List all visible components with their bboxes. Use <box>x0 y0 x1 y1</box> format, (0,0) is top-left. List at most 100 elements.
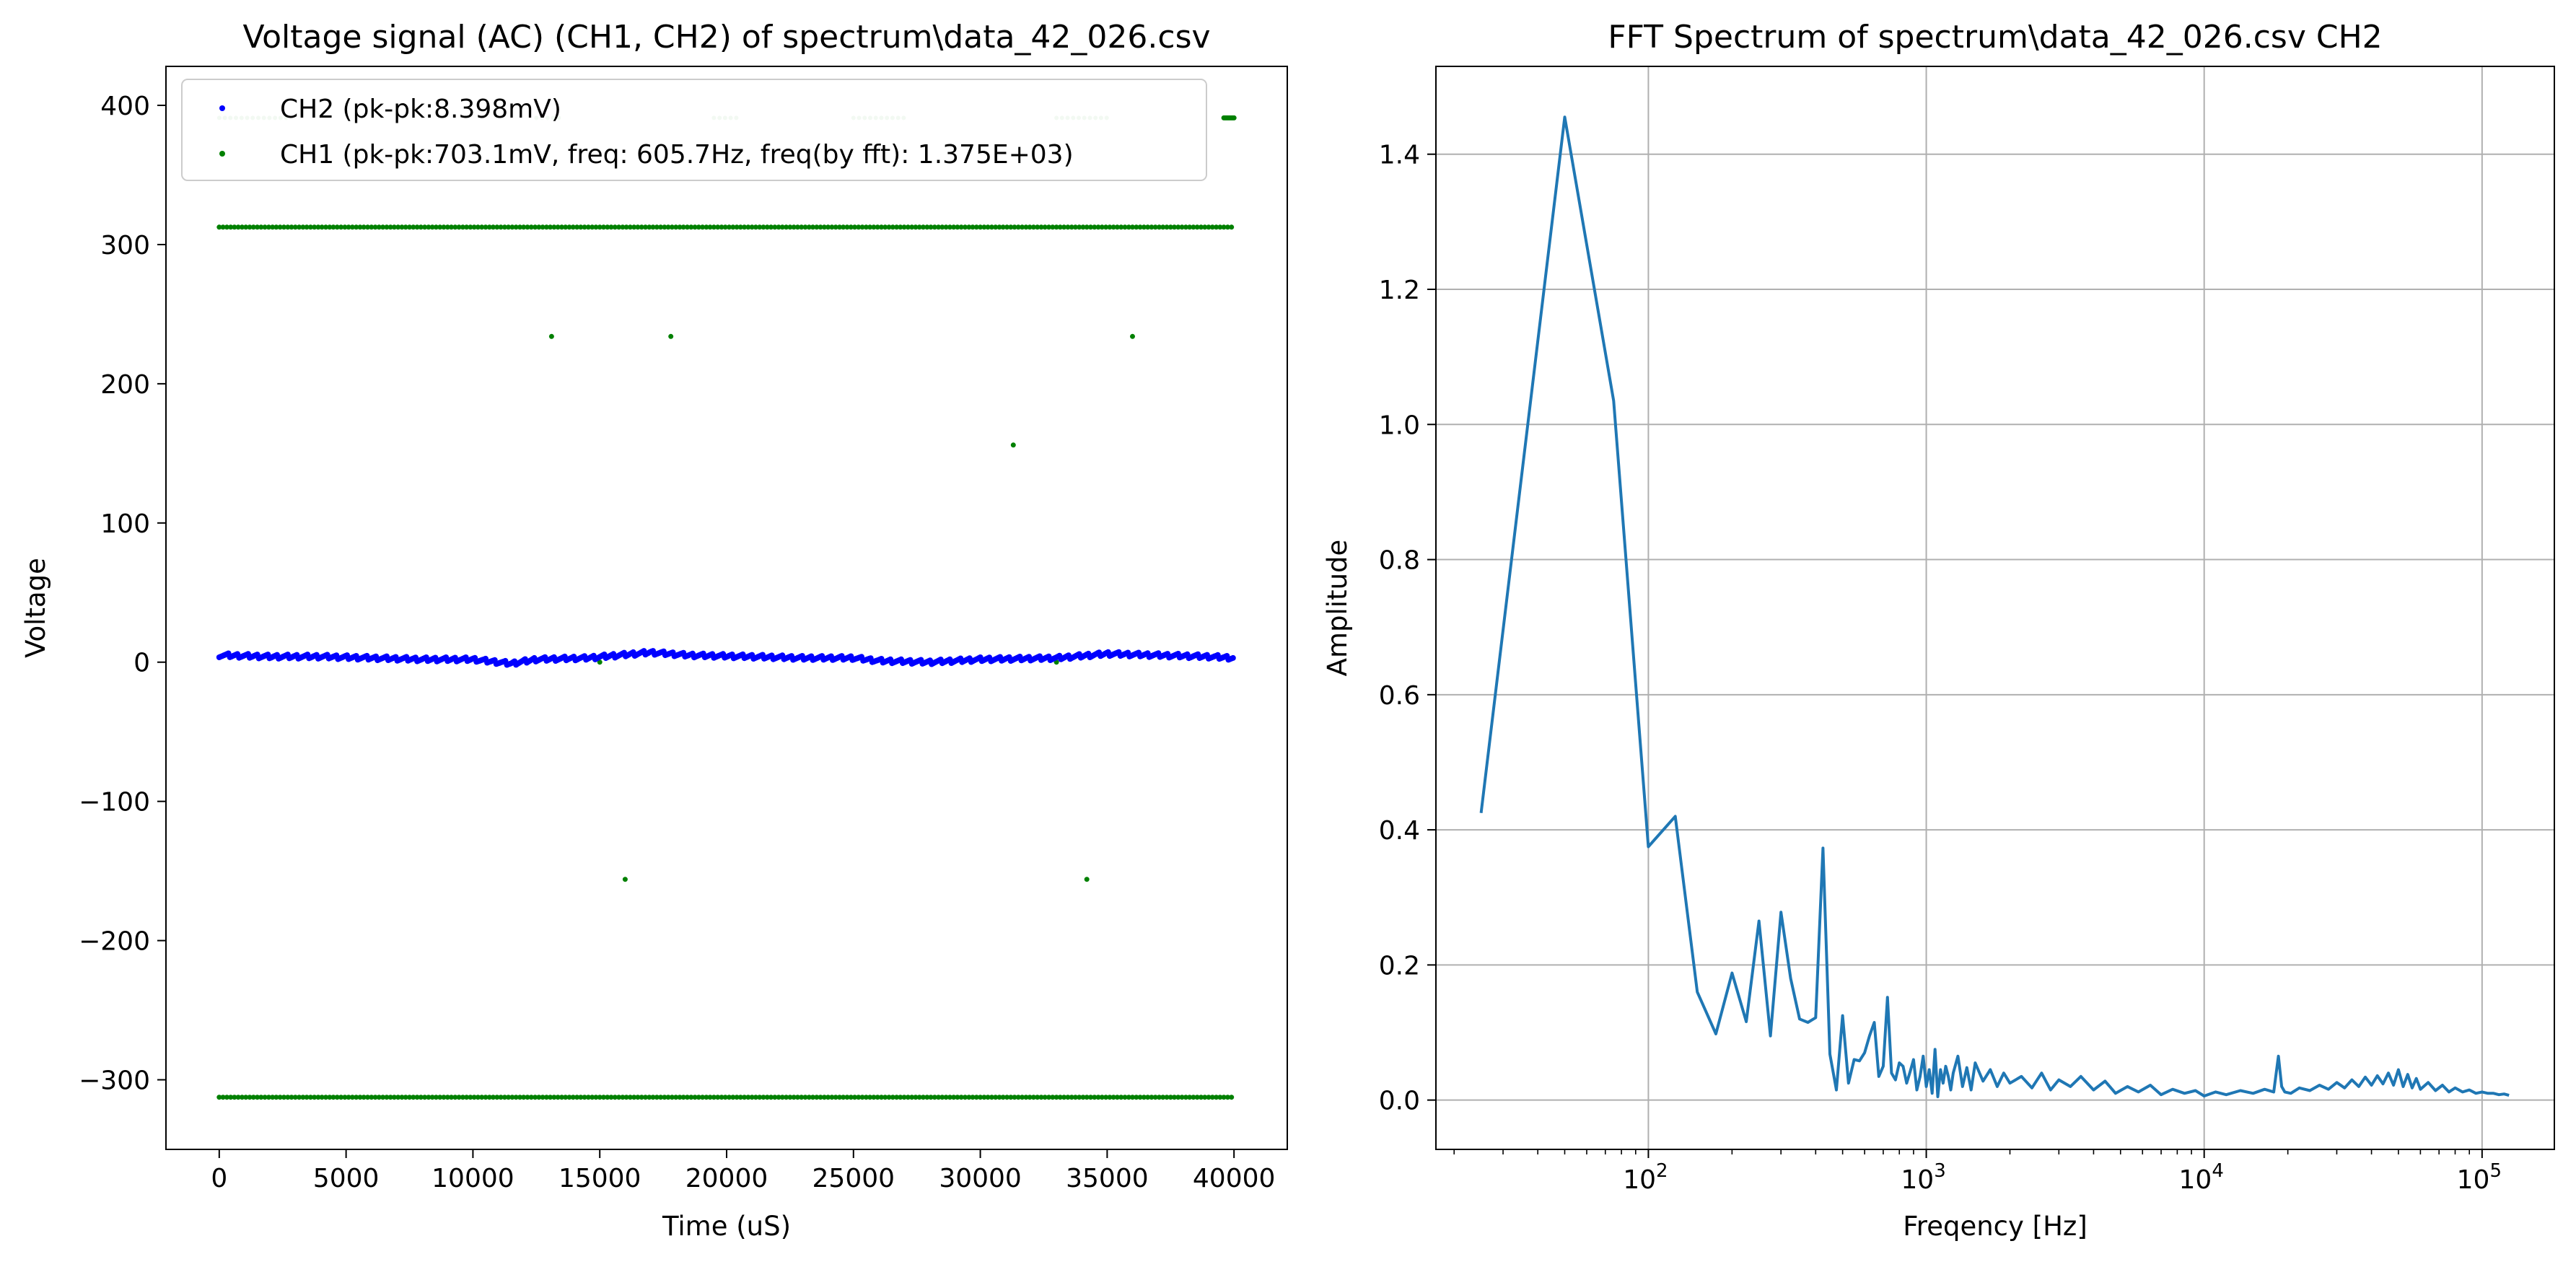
y-tick-label: −300 <box>79 1066 150 1096</box>
ch1-point <box>559 1095 564 1100</box>
ch1-point <box>707 1095 713 1100</box>
ch1-point <box>722 1095 728 1100</box>
ch1-point <box>407 1095 412 1100</box>
ch1-point <box>437 1095 443 1100</box>
ch1-point <box>852 224 857 230</box>
ch1-point <box>841 224 846 230</box>
ch1-point <box>688 1095 694 1100</box>
ch1-point <box>464 224 470 230</box>
ch1-point <box>501 1095 507 1100</box>
ch1-point <box>737 1095 743 1100</box>
ch1-point <box>433 1095 439 1100</box>
ch1-point <box>1134 224 1139 230</box>
ch1-point <box>1187 224 1193 230</box>
ch1-point <box>711 224 717 230</box>
ch1-point <box>566 1095 572 1100</box>
ch1-point <box>692 224 698 230</box>
ch1-point <box>1110 224 1116 230</box>
ch1-point <box>1023 1095 1029 1100</box>
ch1-point <box>943 224 949 230</box>
ch1-point <box>456 224 462 230</box>
ch1-point <box>707 224 713 230</box>
ch1-point <box>806 1095 812 1100</box>
ch1-point <box>501 224 507 230</box>
ch1-point <box>228 224 234 230</box>
ch1-point <box>570 1095 576 1100</box>
y-tick-label: 0.4 <box>1379 816 1420 846</box>
ch1-point <box>422 224 428 230</box>
ch1-point <box>837 1095 842 1100</box>
x-tick-label: 102 <box>1623 1160 1668 1195</box>
x-tick-base: 10 <box>2457 1165 2490 1195</box>
ch1-point <box>692 1095 698 1100</box>
ch1-point <box>285 224 291 230</box>
ch1-point <box>1095 224 1101 230</box>
x-tick-base: 10 <box>2179 1165 2212 1195</box>
ch1-point <box>627 224 633 230</box>
ch1-point <box>365 1095 370 1100</box>
ch1-point <box>989 224 994 230</box>
ch1-point <box>1209 1095 1215 1100</box>
ch1-point <box>985 224 991 230</box>
ch1-point <box>1065 224 1071 230</box>
ch1-point <box>464 1095 470 1100</box>
ch1-point <box>1175 224 1181 230</box>
ch1-point <box>240 224 245 230</box>
ch1-point <box>498 1095 504 1100</box>
ch1-point <box>784 224 789 230</box>
ch1-point <box>376 1095 382 1100</box>
ch1-point <box>403 224 408 230</box>
ch1-point <box>319 1095 325 1100</box>
ch1-point <box>825 224 831 230</box>
x-tick-label: 35000 <box>1066 1164 1149 1193</box>
x-tick-exponent: 2 <box>1656 1160 1668 1182</box>
ch1-point <box>1126 224 1131 230</box>
ch1-point <box>224 1095 229 1100</box>
ch1-point <box>475 224 481 230</box>
ch1-point <box>1000 224 1006 230</box>
ch1-point <box>334 1095 340 1100</box>
ch1-point <box>605 1095 610 1100</box>
ch1-point <box>996 224 1002 230</box>
ch1-point <box>1092 224 1098 230</box>
ch1-point <box>1072 1095 1078 1100</box>
ch1-point <box>631 1095 637 1100</box>
ch1-point <box>685 224 690 230</box>
ch1-point <box>498 224 504 230</box>
ch1-point <box>220 224 226 230</box>
ch1-point <box>460 1095 465 1100</box>
ch1-point <box>380 1095 386 1100</box>
ch1-point <box>533 1095 538 1100</box>
ch1-point <box>1217 224 1223 230</box>
legend-marker-ch1 <box>219 151 225 157</box>
ch1-point <box>1061 224 1067 230</box>
ch1-point <box>407 224 412 230</box>
ch1-point <box>281 1095 286 1100</box>
ch1-point <box>978 1095 983 1100</box>
ch1-point <box>696 224 701 230</box>
ch1-point <box>559 224 564 230</box>
ch1-point <box>898 224 903 230</box>
ch1-point <box>764 1095 770 1100</box>
ch1-point <box>300 1095 306 1100</box>
ch1-point <box>1130 224 1135 230</box>
ch1-point <box>429 1095 435 1100</box>
ch1-point <box>1172 224 1177 230</box>
ch1-point <box>494 1095 500 1100</box>
ch1-point <box>391 224 397 230</box>
ch1-point <box>1130 333 1135 339</box>
ch1-point <box>1103 224 1109 230</box>
ch1-point <box>985 1095 991 1100</box>
ch1-point <box>742 1095 748 1100</box>
ch1-point <box>989 1095 994 1100</box>
ch1-point <box>270 1095 276 1100</box>
ch1-point <box>875 1095 880 1100</box>
x-tick-label: 20000 <box>685 1164 768 1193</box>
ch1-point <box>387 224 393 230</box>
ch1-point <box>635 1095 641 1100</box>
ch1-point <box>1012 1095 1017 1100</box>
y-tick-label: 1.2 <box>1379 276 1420 305</box>
ch1-point <box>776 224 781 230</box>
ch1-point <box>1191 224 1196 230</box>
ch1-point <box>452 224 458 230</box>
